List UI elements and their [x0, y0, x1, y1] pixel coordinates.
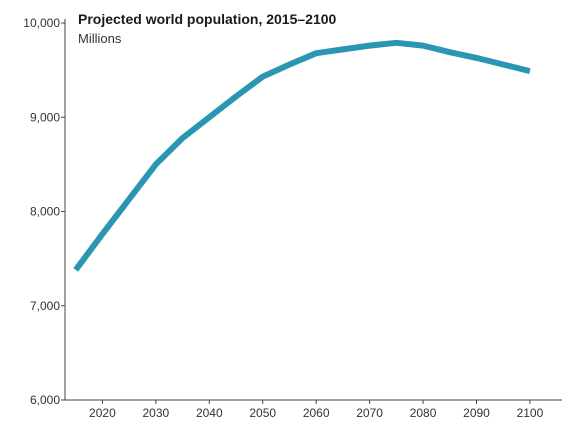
- y-tick-label: 9,000: [30, 110, 60, 124]
- chart-title: Projected world population, 2015–2100: [78, 11, 337, 27]
- y-tick-label: 8,000: [30, 205, 60, 219]
- x-tick-label: 2060: [303, 406, 330, 420]
- x-tick-label: 2100: [517, 406, 544, 420]
- x-tick-label: 2030: [142, 406, 169, 420]
- y-tick-label: 6,000: [30, 393, 60, 407]
- series-line: [73, 39, 531, 272]
- x-tick-label: 2070: [356, 406, 383, 420]
- y-tick-label: 7,000: [30, 299, 60, 313]
- chart-subtitle: Millions: [78, 31, 122, 46]
- y-tick-label: 10,000: [23, 16, 60, 30]
- x-tick-label: 2040: [196, 406, 223, 420]
- x-tick-label: 2080: [410, 406, 437, 420]
- x-tick-label: 2090: [463, 406, 490, 420]
- x-tick-label: 2020: [89, 406, 116, 420]
- x-tick-label: 2050: [249, 406, 276, 420]
